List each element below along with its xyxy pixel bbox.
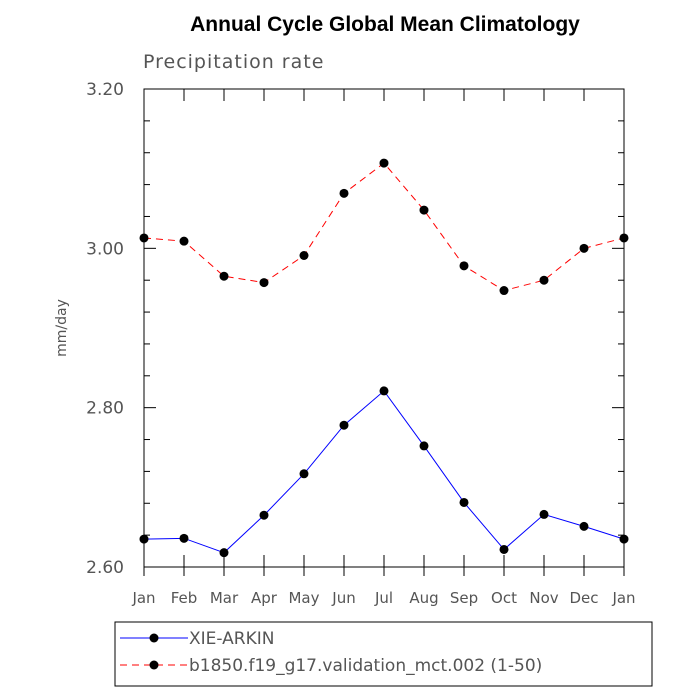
series-0-point: [539, 509, 549, 519]
series-1-point: [379, 158, 389, 168]
x-tick-label: Sep: [450, 589, 478, 607]
legend-label-b1850: b1850.f19_g17.validation_mct.002 (1-50): [189, 656, 542, 676]
legend-label-xie-arkin: XIE-ARKIN: [189, 629, 274, 649]
series-line-1: [143, 162, 625, 292]
series-0-point: [139, 534, 149, 544]
y-tick-label: 3.20: [86, 80, 124, 100]
x-tick-label: Nov: [529, 589, 558, 607]
series-1-point: [539, 275, 549, 285]
series-1-point: [219, 271, 229, 281]
x-tick-label: Aug: [409, 589, 438, 607]
series-1-point: [299, 251, 309, 261]
series-1-point: [459, 261, 469, 271]
series-0-point: [499, 544, 509, 554]
chart-title: Annual Cycle Global Mean Climatology: [190, 13, 580, 36]
legend-marker-xie-arkin: [149, 633, 159, 643]
x-tick-label: Feb: [171, 589, 198, 607]
y-tick-label: 2.80: [86, 399, 124, 419]
series-1-point: [579, 243, 589, 253]
series-1-point: [179, 236, 189, 246]
series-0-point: [619, 534, 629, 544]
series-0-point: [219, 548, 229, 558]
series-0-point: [259, 510, 269, 520]
series-0-point: [419, 441, 429, 451]
x-tick-label: Mar: [210, 589, 239, 607]
plot-area: [143, 88, 625, 568]
x-tick-label: Apr: [251, 589, 278, 607]
x-tick-label: Jan: [611, 589, 635, 607]
series-group: [139, 158, 629, 558]
series-0-point: [579, 521, 589, 531]
series-0-point: [179, 533, 189, 543]
series-0-point: [299, 469, 309, 479]
legend-box: [114, 621, 653, 687]
x-tick-label: May: [288, 589, 319, 607]
y-axis-label: mm/day: [54, 299, 70, 357]
x-tick-labels: Jan Feb Mar Apr May Jun Jul Aug Sep Oct Nov Dec Jan: [131, 589, 635, 607]
x-tick-label: Jul: [374, 589, 393, 607]
series-0-point: [459, 497, 469, 507]
series-1-point: [419, 205, 429, 215]
legend-marker-b1850: [149, 660, 159, 670]
series-line-0: [143, 390, 625, 554]
x-tick-label: Oct: [491, 589, 517, 607]
x-tick-label: Dec: [569, 589, 598, 607]
series-1-point: [339, 188, 349, 198]
legend: XIE-ARKIN b1850.f19_g17.validation_mct.0…: [114, 621, 653, 687]
series-1-point: [139, 233, 149, 243]
chart-subtitle: Precipitation rate: [143, 51, 324, 73]
y-tick-label: 3.00: [86, 239, 124, 259]
y-tick-label: 2.60: [86, 558, 124, 578]
series-1-point: [499, 286, 509, 296]
x-tick-label: Jan: [131, 589, 155, 607]
series-1-point: [259, 278, 269, 288]
series-0-point: [339, 420, 349, 430]
series-1-point: [619, 233, 629, 243]
x-tick-label: Jun: [331, 589, 355, 607]
series-0-point: [379, 386, 389, 396]
y-tick-labels: 2.60 2.80 3.00 3.20: [86, 80, 124, 578]
